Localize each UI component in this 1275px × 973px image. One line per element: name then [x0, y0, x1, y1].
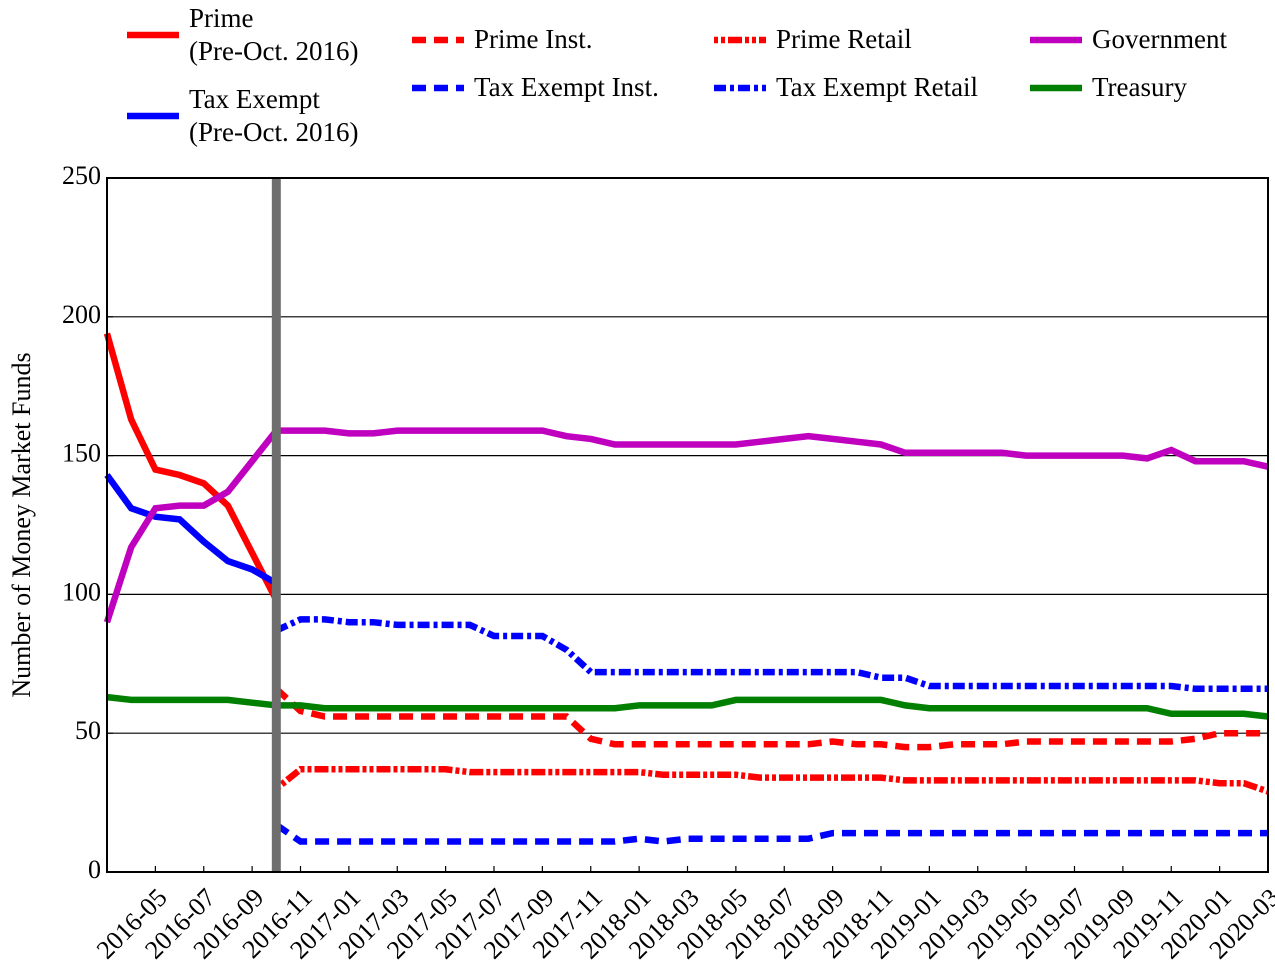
- legend-swatch: [412, 36, 464, 43]
- legend-item: Tax Exempt Inst.: [410, 71, 659, 104]
- y-tick-label: 0: [88, 855, 101, 884]
- legend-label: Tax Exempt (Pre-Oct. 2016): [189, 84, 359, 147]
- series-line: [274, 822, 1268, 845]
- series-line: [103, 427, 1269, 624]
- legend-label: Government: [1092, 24, 1227, 54]
- legend-label: Prime Inst.: [474, 24, 593, 54]
- legend-item: Government: [1028, 23, 1227, 56]
- series-line: [103, 332, 280, 602]
- legend-swatch: [127, 112, 179, 120]
- legend-item: Prime Inst.: [410, 23, 593, 56]
- series-line: [274, 766, 1270, 795]
- y-tick-label: 250: [62, 161, 101, 190]
- series-line: [104, 473, 278, 587]
- y-tick-label: 150: [62, 439, 101, 468]
- y-tick-label: 100: [62, 577, 101, 606]
- legend-label: Tax Exempt Inst.: [474, 72, 659, 102]
- legend-swatch: [1030, 36, 1082, 43]
- legend-item: Tax Exempt Retail: [712, 71, 978, 104]
- y-tick-label: 200: [62, 300, 101, 329]
- y-tick-label: 50: [75, 716, 101, 745]
- legend-label: Treasury: [1092, 72, 1188, 102]
- legend-swatch: [714, 36, 766, 43]
- legend-label: Tax Exempt Retail: [776, 72, 979, 102]
- series-line: [274, 686, 1268, 751]
- y-axis-label: Number of Money Market Funds: [7, 352, 36, 697]
- legend-label: Prime Retail: [776, 24, 912, 54]
- legend-swatch: [1030, 84, 1082, 91]
- legend-item: Prime (Pre-Oct. 2016): [125, 2, 358, 68]
- legend-item: Tax Exempt (Pre-Oct. 2016): [125, 83, 358, 149]
- legend-item: Prime Retail: [712, 23, 912, 56]
- legend-item: Treasury: [1028, 71, 1187, 104]
- legend-label: Prime (Pre-Oct. 2016): [189, 3, 359, 66]
- legend-swatch: [412, 84, 464, 91]
- plot-frame: [106, 177, 1269, 873]
- series-line: [106, 693, 1269, 720]
- series-line: [274, 616, 1268, 693]
- legend-swatch: [127, 31, 179, 39]
- legend-swatch: [714, 84, 766, 91]
